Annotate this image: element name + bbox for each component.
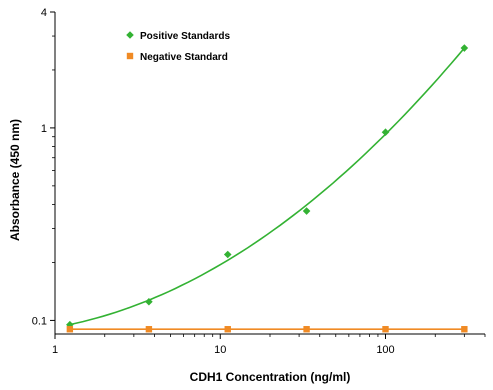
data-point-0 [223, 250, 232, 259]
legend-marker-1 [126, 52, 134, 60]
ticks-layer: 1 10 100 0.1 1 4 [32, 7, 486, 356]
data-point-1 [224, 326, 231, 333]
legend-label-0: Positive Standards [140, 31, 230, 42]
curves-layer [69, 47, 466, 330]
x-tick-label: 100 [376, 344, 394, 356]
data-point-0 [381, 128, 390, 136]
legend: Positive Standards Negative Standard [126, 31, 230, 63]
legend-marker-0 [126, 31, 134, 39]
x-axis-title: CDH1 Concentration (ng/ml) [190, 370, 351, 384]
data-point-0 [145, 297, 153, 306]
points-layer [66, 44, 469, 333]
data-point-0 [460, 44, 469, 52]
series-line-0 [69, 47, 466, 326]
data-point-1 [145, 326, 153, 333]
x-tick-label: 1 [52, 344, 58, 356]
data-point-1 [382, 326, 389, 333]
y-tick-label: 4 [41, 7, 47, 19]
x-tick-label: 10 [214, 344, 226, 356]
legend-label-1: Negative Standard [140, 52, 228, 63]
data-point-0 [302, 207, 311, 215]
data-point-1 [461, 326, 468, 333]
data-point-0 [66, 320, 74, 329]
y-tick-label: 0.1 [32, 315, 47, 327]
data-point-1 [303, 326, 310, 333]
data-point-1 [66, 326, 74, 333]
y-axis-title: Absorbance (450 nm) [8, 119, 22, 241]
y-tick-label: 1 [41, 123, 47, 135]
